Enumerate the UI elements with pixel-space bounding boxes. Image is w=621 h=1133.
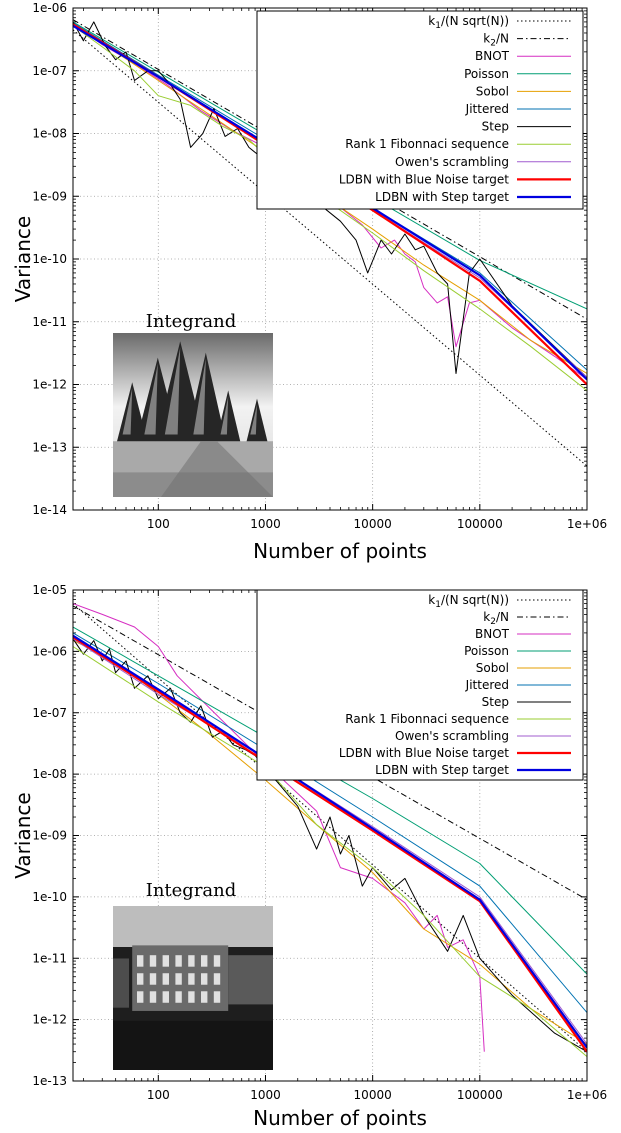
series-line-k2-n <box>73 605 587 901</box>
series-line-ldbn-with-step-target <box>73 634 587 1049</box>
bottom-legend-label: Sobol <box>476 661 509 675</box>
top-x-tick-label: 100 <box>147 517 170 531</box>
series-line-k1-n-sqrt-n- <box>73 29 587 467</box>
bottom-legend-label: Step <box>482 695 509 709</box>
bottom-legend-label: Rank 1 Fibonnaci sequence <box>345 712 509 726</box>
bottom-axes-frame <box>72 589 588 1082</box>
top-legend-label: Step <box>482 120 509 134</box>
top-y-tick-label: 1e-14 <box>32 503 67 517</box>
top-y-tick-label: 1e-12 <box>32 378 67 392</box>
bottom-x-tick-label: 100 <box>147 1088 170 1102</box>
chart-bottom: 1e-13 1e-12 1e-11 1e-10 1e-09 1e-08 1e-07 1e-06… <box>11 583 607 1130</box>
series-line-jittered <box>73 632 587 1013</box>
top-x-tick-label: 10000 <box>354 517 392 531</box>
top-y-axis-title: Variance <box>11 216 35 302</box>
bottom-y-tick-label: 1e-06 <box>32 644 67 658</box>
bottom-legend-label: LDBN with Blue Noise target <box>339 746 509 760</box>
top-legend-box <box>256 10 584 210</box>
series-line-step <box>73 21 587 378</box>
bottom-x-axis-title: Number of points <box>253 1106 427 1130</box>
bottom-legend-label: BNOT <box>475 627 510 641</box>
top-legend-label: Owen's scrambling <box>395 155 509 169</box>
top-legend-label: LDBN with Step target <box>375 190 509 204</box>
bottom-inset-label: Integrand <box>146 880 237 901</box>
bottom-legend-label: k1/(N sqrt(N)) <box>428 593 509 610</box>
bottom-x-tick-label: 100000 <box>457 1088 503 1102</box>
bottom-x-tick-label: 1000 <box>250 1088 281 1102</box>
top-legend-label: Poisson <box>464 67 509 81</box>
bottom-legend-label: Owen's scrambling <box>395 729 509 743</box>
top-y-tick-label: 1e-06 <box>32 1 67 15</box>
bottom-x-tick-label: 10000 <box>354 1088 392 1102</box>
top-axes-frame <box>72 7 588 511</box>
top-y-tick-label: 1e-10 <box>32 252 67 266</box>
bottom-x-tick-label: 1e+06 <box>567 1088 607 1102</box>
top-y-tick-label: 1e-09 <box>32 189 67 203</box>
top-legend-label: k1/(N sqrt(N)) <box>428 14 509 31</box>
series-line-k1-n-sqrt-n- <box>73 603 587 1053</box>
bottom-y-tick-label: 1e-10 <box>32 890 67 904</box>
top-legend-label: Sobol <box>476 84 509 98</box>
bottom-y-axis-title: Variance <box>11 792 35 878</box>
top-y-tick-label: 1e-08 <box>32 127 67 141</box>
top-y-tick-label: 1e-13 <box>32 440 67 454</box>
top-legend-label: BNOT <box>475 49 510 63</box>
bottom-legend-label: Poisson <box>464 644 509 658</box>
bottom-y-tick-label: 1e-13 <box>32 1074 67 1088</box>
bottom-y-tick-label: 1e-09 <box>32 829 67 843</box>
bottom-legend-label: LDBN with Step target <box>375 763 509 777</box>
bottom-y-tick-label: 1e-12 <box>32 1013 67 1027</box>
bottom-inset-image <box>113 906 273 1070</box>
top-x-axis-title: Number of points <box>253 539 427 563</box>
top-y-tick-label: 1e-11 <box>32 315 67 329</box>
top-legend-label: k2/N <box>483 32 509 49</box>
top-legend-label: Jittered <box>465 102 509 116</box>
bottom-y-tick-label: 1e-07 <box>32 706 67 720</box>
top-inset-image <box>113 333 273 497</box>
top-x-tick-label: 1e+06 <box>567 517 607 531</box>
bottom-y-tick-label: 1e-05 <box>32 583 67 597</box>
top-x-tick-label: 1000 <box>250 517 281 531</box>
bottom-y-tick-label: 1e-08 <box>32 767 67 781</box>
top-legend-label: Rank 1 Fibonnaci sequence <box>345 137 509 151</box>
series-line-bnot <box>73 603 485 1052</box>
top-x-tick-label: 100000 <box>457 517 503 531</box>
bottom-plot-area <box>73 603 587 1057</box>
series-line-bnot <box>73 23 587 380</box>
series-line-ldbn-with-blue-noise-target <box>73 636 587 1053</box>
series-line-rank-1-fibonnaci-sequence <box>73 646 587 1057</box>
chart-top: 1e-14 1e-13 1e-12 1e-11 1e-10 1e-09 1e-08 1e-07… <box>11 1 607 563</box>
top-legend-label: LDBN with Blue Noise target <box>339 172 509 186</box>
top-y-tick-label: 1e-07 <box>32 64 67 78</box>
bottom-legend-label: k2/N <box>483 610 509 627</box>
bottom-y-tick-label: 1e-11 <box>32 951 67 965</box>
bottom-legend-label: Jittered <box>465 678 509 692</box>
top-inset-label: Integrand <box>146 311 237 332</box>
